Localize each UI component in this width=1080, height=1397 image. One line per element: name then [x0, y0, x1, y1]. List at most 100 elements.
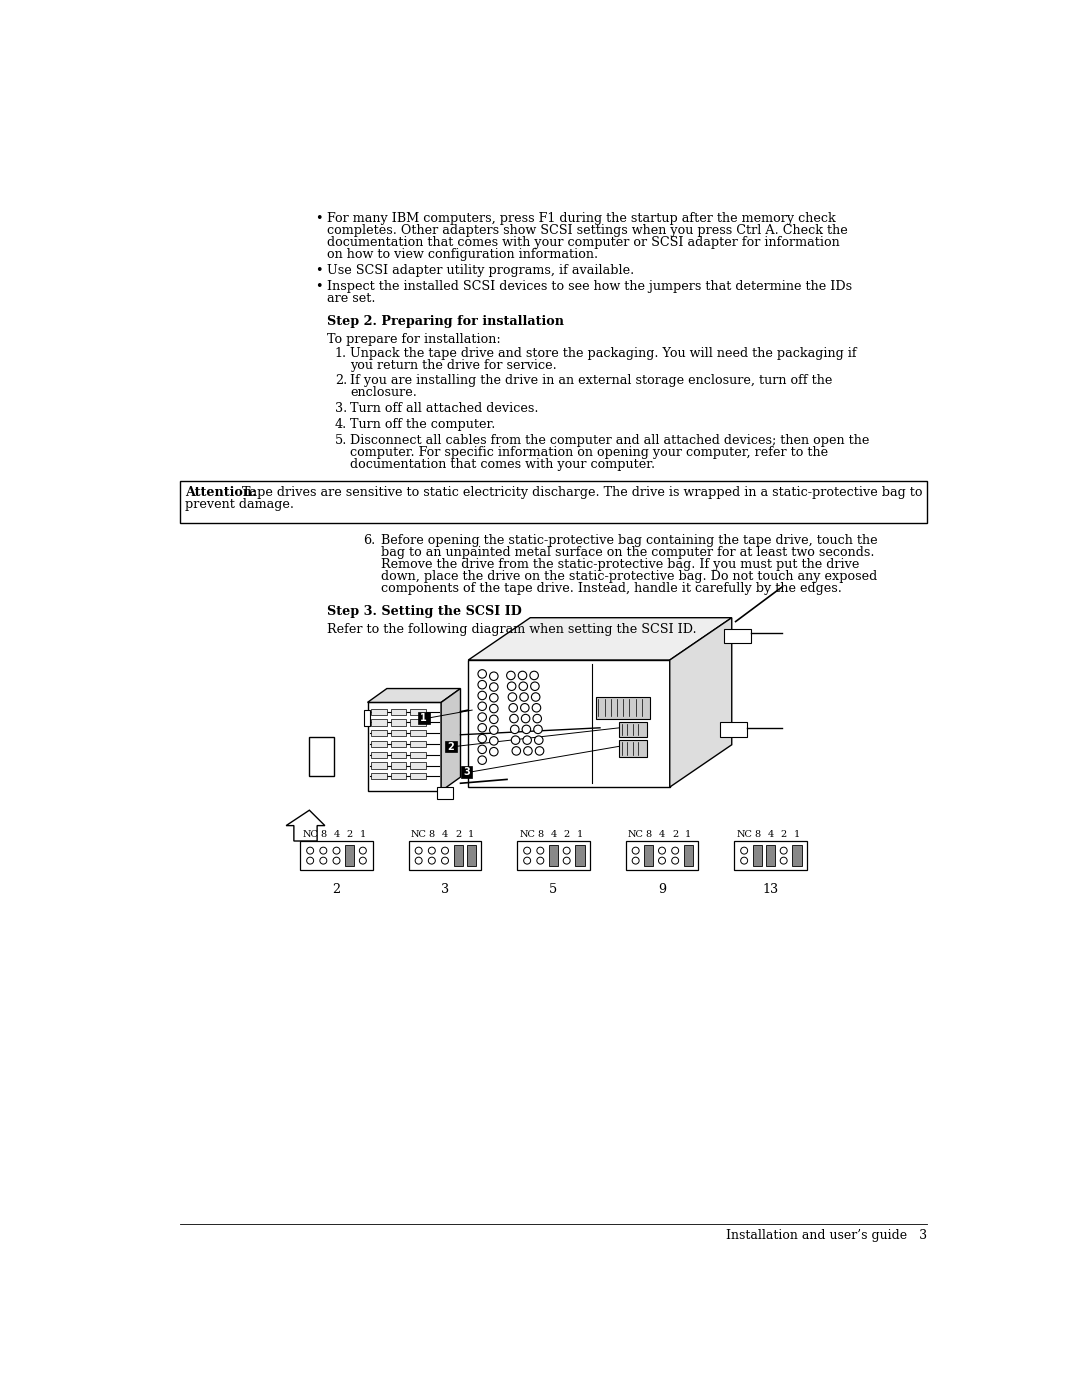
Text: Unpack the tape drive and store the packaging. You will need the packaging if: Unpack the tape drive and store the pack… — [350, 346, 858, 359]
Circle shape — [333, 847, 340, 854]
Circle shape — [509, 693, 516, 701]
Bar — [410, 708, 426, 715]
Circle shape — [478, 703, 486, 711]
Circle shape — [307, 847, 313, 854]
Text: 3.: 3. — [335, 402, 347, 415]
Bar — [300, 841, 373, 870]
Circle shape — [632, 858, 639, 865]
Bar — [391, 774, 406, 780]
Polygon shape — [469, 659, 670, 787]
Text: Installation and user’s guide   3: Installation and user’s guide 3 — [726, 1229, 927, 1242]
Bar — [445, 740, 457, 753]
Text: 2: 2 — [781, 830, 787, 840]
Circle shape — [780, 858, 787, 865]
Bar — [391, 731, 406, 736]
Circle shape — [489, 736, 498, 745]
Bar — [391, 719, 406, 725]
Circle shape — [535, 736, 543, 745]
Text: 1.: 1. — [335, 346, 347, 359]
Circle shape — [489, 672, 498, 680]
Text: 8: 8 — [429, 830, 435, 840]
Text: •: • — [314, 212, 322, 225]
Bar — [180, 481, 927, 524]
Text: For many IBM computers, press F1 during the startup after the memory check: For many IBM computers, press F1 during … — [327, 212, 836, 225]
Text: 5: 5 — [550, 883, 557, 895]
Text: 9: 9 — [658, 883, 666, 895]
Circle shape — [672, 858, 678, 865]
Circle shape — [333, 858, 340, 865]
Text: 2: 2 — [455, 830, 461, 840]
Bar — [410, 763, 426, 768]
Circle shape — [536, 746, 544, 756]
Circle shape — [320, 858, 327, 865]
Circle shape — [415, 858, 422, 865]
Circle shape — [519, 682, 527, 690]
Text: •: • — [314, 279, 322, 293]
Text: Remove the drive from the static-protective bag. If you must put the drive: Remove the drive from the static-protect… — [381, 557, 860, 571]
Circle shape — [522, 725, 530, 733]
Text: Before opening the static-protective bag containing the tape drive, touch the: Before opening the static-protective bag… — [381, 534, 878, 548]
Circle shape — [511, 736, 519, 745]
Circle shape — [532, 704, 541, 712]
Text: 2.: 2. — [335, 374, 347, 387]
Text: 1: 1 — [685, 830, 691, 840]
Circle shape — [518, 671, 527, 680]
Bar — [372, 774, 387, 780]
Circle shape — [360, 847, 366, 854]
Circle shape — [478, 756, 486, 764]
Polygon shape — [367, 689, 460, 703]
Bar — [408, 841, 482, 870]
Circle shape — [478, 724, 486, 732]
Bar — [372, 731, 387, 736]
Text: 1: 1 — [577, 830, 583, 840]
Bar — [619, 740, 647, 757]
Polygon shape — [309, 738, 334, 775]
Text: 4: 4 — [334, 830, 339, 840]
Polygon shape — [437, 787, 453, 799]
Circle shape — [478, 692, 486, 700]
Bar — [734, 841, 807, 870]
Circle shape — [532, 714, 541, 722]
Text: down, place the drive on the static-protective bag. Do not touch any exposed: down, place the drive on the static-prot… — [381, 570, 878, 583]
Polygon shape — [469, 617, 732, 659]
Circle shape — [522, 714, 530, 722]
Circle shape — [489, 693, 498, 703]
Text: 3: 3 — [463, 767, 470, 777]
Circle shape — [780, 847, 787, 854]
Circle shape — [429, 847, 435, 854]
Circle shape — [478, 712, 486, 721]
Bar — [410, 740, 426, 747]
Text: 4: 4 — [551, 830, 556, 840]
Text: 8: 8 — [646, 830, 652, 840]
Text: 2: 2 — [672, 830, 678, 840]
Text: prevent damage.: prevent damage. — [185, 497, 294, 510]
Text: Turn off all attached devices.: Turn off all attached devices. — [350, 402, 539, 415]
Text: 8: 8 — [321, 830, 326, 840]
Text: 6.: 6. — [364, 534, 376, 548]
Text: 8: 8 — [537, 830, 543, 840]
Text: 1: 1 — [420, 714, 427, 724]
Circle shape — [524, 858, 530, 865]
Circle shape — [563, 858, 570, 865]
Bar — [596, 697, 650, 718]
Bar — [391, 763, 406, 768]
Text: 13: 13 — [762, 883, 779, 895]
Circle shape — [524, 847, 530, 854]
Text: 4: 4 — [659, 830, 665, 840]
Circle shape — [563, 847, 570, 854]
Circle shape — [510, 714, 518, 722]
Text: 4: 4 — [442, 830, 448, 840]
Circle shape — [672, 847, 678, 854]
Bar — [372, 719, 387, 725]
Circle shape — [537, 847, 544, 854]
Bar — [576, 845, 584, 866]
Text: 2: 2 — [564, 830, 570, 840]
Bar — [345, 845, 354, 866]
Text: are set.: are set. — [327, 292, 376, 305]
Text: Use SCSI adapter utility programs, if available.: Use SCSI adapter utility programs, if av… — [327, 264, 634, 277]
Circle shape — [523, 736, 531, 745]
Bar — [460, 767, 472, 778]
Text: 4: 4 — [768, 830, 773, 840]
Circle shape — [442, 847, 448, 854]
Text: NC: NC — [519, 830, 535, 840]
